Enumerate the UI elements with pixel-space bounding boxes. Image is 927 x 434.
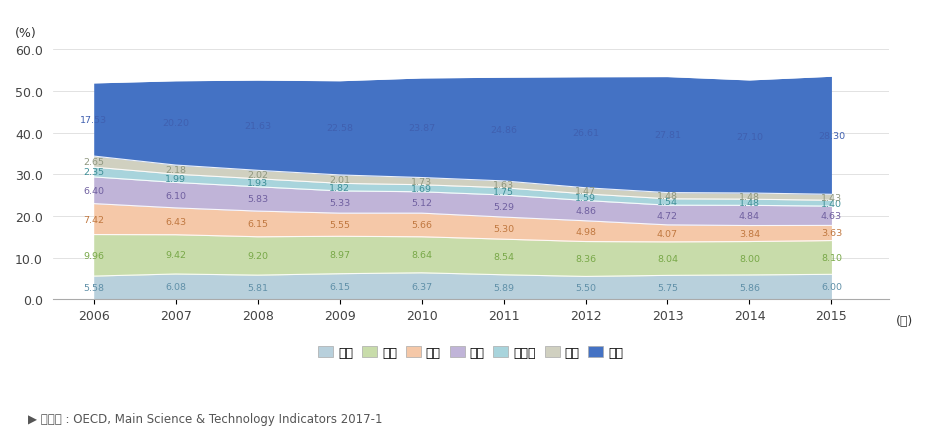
Text: 9.42: 9.42 <box>165 250 186 259</box>
Text: 1.63: 1.63 <box>492 181 514 189</box>
Text: 9.20: 9.20 <box>247 252 268 261</box>
Text: 6.37: 6.37 <box>411 282 432 291</box>
Text: 6.00: 6.00 <box>820 283 841 292</box>
Text: 4.72: 4.72 <box>656 211 678 220</box>
Text: 5.83: 5.83 <box>247 195 268 204</box>
Text: 2.02: 2.02 <box>247 171 268 180</box>
Text: 27.10: 27.10 <box>735 133 762 141</box>
Text: 7.42: 7.42 <box>83 215 104 224</box>
Text: 17.53: 17.53 <box>80 116 108 125</box>
Text: 22.58: 22.58 <box>325 124 353 133</box>
Text: 5.58: 5.58 <box>83 283 104 293</box>
Text: 5.81: 5.81 <box>247 283 268 292</box>
Text: 9.96: 9.96 <box>83 251 104 260</box>
Text: 1.40: 1.40 <box>820 199 841 208</box>
Text: 8.00: 8.00 <box>738 254 759 263</box>
Text: 5.50: 5.50 <box>575 284 595 293</box>
Text: 1.59: 1.59 <box>575 193 595 202</box>
Text: 3.63: 3.63 <box>819 229 841 238</box>
Text: 20.20: 20.20 <box>162 119 189 128</box>
Text: 8.10: 8.10 <box>820 253 841 262</box>
Text: 6.15: 6.15 <box>329 283 349 291</box>
Text: 6.40: 6.40 <box>83 186 104 195</box>
Text: 1.48: 1.48 <box>656 192 678 201</box>
Text: 2.18: 2.18 <box>165 166 186 175</box>
Text: 6.08: 6.08 <box>165 283 186 292</box>
Text: 4.63: 4.63 <box>820 212 841 221</box>
Text: 21.63: 21.63 <box>244 122 271 130</box>
Text: (%): (%) <box>15 27 37 40</box>
Text: 8.97: 8.97 <box>329 251 349 260</box>
Text: 8.04: 8.04 <box>656 254 678 263</box>
Text: 8.64: 8.64 <box>411 251 432 260</box>
Text: (년): (년) <box>895 315 912 328</box>
Text: 6.43: 6.43 <box>165 217 186 226</box>
Text: 1.48: 1.48 <box>738 198 759 207</box>
Text: 4.84: 4.84 <box>738 211 759 220</box>
Text: 2.65: 2.65 <box>83 158 104 167</box>
Text: 1.54: 1.54 <box>656 198 678 207</box>
Text: 1.48: 1.48 <box>738 192 759 201</box>
Text: 24.86: 24.86 <box>489 125 516 134</box>
Text: 2.01: 2.01 <box>329 175 349 184</box>
Text: 5.30: 5.30 <box>492 224 514 233</box>
Text: 1.43: 1.43 <box>820 193 841 202</box>
Text: 27.81: 27.81 <box>654 131 680 140</box>
Text: 23.87: 23.87 <box>408 124 435 133</box>
Text: 28.30: 28.30 <box>817 132 844 141</box>
Text: 26.61: 26.61 <box>571 128 598 138</box>
Text: 1.69: 1.69 <box>411 184 432 193</box>
Text: 1.47: 1.47 <box>575 187 595 196</box>
Text: 5.75: 5.75 <box>656 283 678 292</box>
Text: 5.33: 5.33 <box>329 198 349 207</box>
Text: 6.10: 6.10 <box>165 191 186 200</box>
Text: 6.15: 6.15 <box>247 220 268 229</box>
Text: 1.99: 1.99 <box>165 174 186 184</box>
Text: 1.75: 1.75 <box>492 187 514 197</box>
Text: 5.12: 5.12 <box>411 198 432 207</box>
Text: 8.36: 8.36 <box>575 255 595 264</box>
Text: 5.29: 5.29 <box>492 202 514 211</box>
Text: 5.66: 5.66 <box>411 221 432 230</box>
Text: 4.98: 4.98 <box>575 227 595 236</box>
Text: 2.35: 2.35 <box>83 168 104 177</box>
Text: 1.82: 1.82 <box>329 183 349 192</box>
Text: 5.86: 5.86 <box>738 283 759 292</box>
Text: 8.54: 8.54 <box>492 253 514 262</box>
Text: 3.84: 3.84 <box>738 230 759 239</box>
Text: 1.93: 1.93 <box>247 179 268 188</box>
Text: 4.07: 4.07 <box>656 229 678 238</box>
Text: 5.55: 5.55 <box>329 221 349 230</box>
Text: ▶ 자료원 : OECD, Main Science & Technology Indicators 2017-1: ▶ 자료원 : OECD, Main Science & Technology … <box>28 412 382 425</box>
Text: 5.89: 5.89 <box>492 283 514 292</box>
Legend: 한국, 미국, 일본, 독일, 프랑스, 영국, 중국: 한국, 미국, 일본, 독일, 프랑스, 영국, 중국 <box>313 341 628 364</box>
Text: 4.86: 4.86 <box>575 207 595 216</box>
Text: 1.73: 1.73 <box>411 177 432 186</box>
